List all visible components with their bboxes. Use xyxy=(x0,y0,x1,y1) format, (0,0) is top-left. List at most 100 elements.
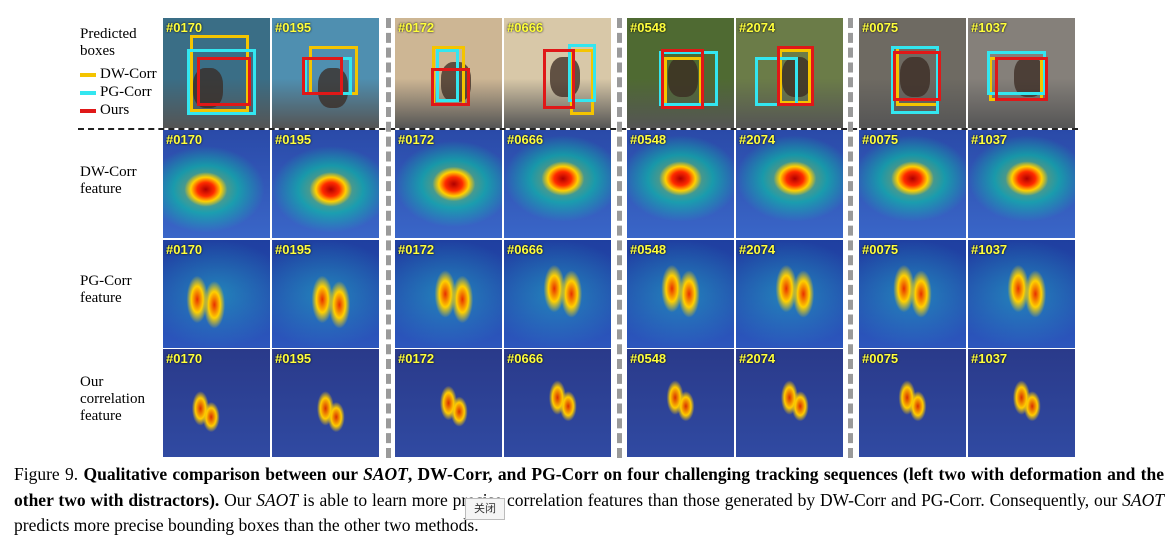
pg-corr-box xyxy=(891,45,940,114)
ours-box xyxy=(197,56,251,106)
caption-method: SAOT xyxy=(363,464,408,484)
frame-number: #0172 xyxy=(398,20,435,35)
ours-box xyxy=(431,67,470,106)
frame-number: #0666 xyxy=(507,132,544,147)
frame-number: #0170 xyxy=(166,242,203,257)
dw-corr-box xyxy=(189,34,249,112)
pg-corr-heatmap-tile: #0666 xyxy=(504,240,611,348)
ours-box xyxy=(301,56,343,95)
frame-number: #0666 xyxy=(507,20,544,35)
caption-text: Our xyxy=(219,489,257,510)
row-label-ours: Our correlation feature xyxy=(80,374,145,425)
group-divider xyxy=(386,18,391,458)
predicted-boxes-tile: #0195 xyxy=(272,18,379,128)
pg-corr-box xyxy=(659,51,718,106)
pg-corr-heatmap-tile: #0195 xyxy=(272,240,379,348)
dw-corr-heatmap-tile: #0195 xyxy=(272,130,379,238)
pg-corr-heatmap-tile: #0548 xyxy=(627,240,734,348)
ours-box xyxy=(994,56,1049,101)
pg-corr-heatmap-tile: #1037 xyxy=(968,240,1075,348)
frame-number: #0195 xyxy=(275,132,312,147)
target-object xyxy=(1014,56,1044,97)
legend-label: PG-Corr xyxy=(100,84,152,100)
predicted-boxes-tile: #0075 xyxy=(859,18,966,128)
predicted-boxes-tile: #0548 xyxy=(627,18,734,128)
caption-bold: , DW-Corr, and PG-Corr on four challengi… xyxy=(14,464,1164,510)
predicted-boxes-tile: #1037 xyxy=(968,18,1075,128)
predicted-boxes-tile: #0172 xyxy=(395,18,502,128)
frame-number: #1037 xyxy=(971,132,1008,147)
dw-corr-box xyxy=(778,48,811,104)
ours-box xyxy=(893,51,942,101)
row-label-line: correlation xyxy=(80,391,145,407)
close-tooltip[interactable]: 关闭 xyxy=(465,498,505,520)
ours-heatmap-tile: #0172 xyxy=(395,349,502,457)
pg-corr-heatmap-tile: #0172 xyxy=(395,240,502,348)
frame-number: #2074 xyxy=(739,20,776,35)
frame-number: #0075 xyxy=(862,20,899,35)
legend-item: DW-Corr xyxy=(80,66,157,83)
predicted-boxes-tile: #2074 xyxy=(736,18,843,128)
ours-heatmap-tile: #0548 xyxy=(627,349,734,457)
caption-method: SAOT xyxy=(1122,489,1164,510)
dw-corr-heatmap-tile: #2074 xyxy=(736,130,843,238)
pg-corr-heatmap-tile: #2074 xyxy=(736,240,843,348)
ours-heatmap-tile: #1037 xyxy=(968,349,1075,457)
target-object xyxy=(899,56,930,97)
frame-number: #0195 xyxy=(275,20,312,35)
row-label-line: feature xyxy=(80,408,122,424)
row-label-line: PG-Corr xyxy=(80,273,132,289)
frame-number: #0666 xyxy=(507,351,544,366)
dw-corr-heatmap-tile: #0548 xyxy=(627,130,734,238)
frame-number: #0548 xyxy=(630,242,667,257)
frame-number: #0170 xyxy=(166,132,203,147)
legend-label: Ours xyxy=(100,102,130,118)
dw-corr-heatmap-tile: #0170 xyxy=(163,130,270,238)
predicted-boxes-tile: #0170 xyxy=(163,18,270,128)
pg-corr-box xyxy=(435,48,460,102)
legend-item: PG-Corr xyxy=(80,84,152,101)
frame-number: #0548 xyxy=(630,132,667,147)
dw-corr-heatmap-tile: #0172 xyxy=(395,130,502,238)
legend-label: DW-Corr xyxy=(100,66,157,82)
frame-number: #2074 xyxy=(739,351,776,366)
frame-number: #0075 xyxy=(862,242,899,257)
dw-corr-heatmap-tile: #0075 xyxy=(859,130,966,238)
row-label-line: Our xyxy=(80,374,104,390)
predicted-boxes-tile: #0666 xyxy=(504,18,611,128)
row-label-line: feature xyxy=(80,290,122,306)
ours-box xyxy=(776,45,815,106)
frame-number: #1037 xyxy=(971,351,1008,366)
legend-swatch xyxy=(80,90,96,95)
frame-number: #2074 xyxy=(739,132,776,147)
pg-corr-box xyxy=(987,51,1047,95)
ours-heatmap-tile: #0075 xyxy=(859,349,966,457)
row-label-line: Predicted xyxy=(80,26,137,42)
dw-corr-heatmap-tile: #0666 xyxy=(504,130,611,238)
row-label-dw: DW-Corr feature xyxy=(80,164,137,198)
frame-number: #0170 xyxy=(166,351,203,366)
ours-box xyxy=(661,48,705,110)
target-object xyxy=(318,67,348,108)
frame-number: #1037 xyxy=(971,242,1008,257)
figure-caption: Figure 9. Qualitative comparison between… xyxy=(14,462,1164,539)
caption-text: is able to learn more precise correlatio… xyxy=(298,489,1123,510)
frame-number: #0195 xyxy=(275,351,312,366)
frame-number: #0170 xyxy=(166,20,203,35)
frame-number: #1037 xyxy=(971,20,1008,35)
caption-bold: Qualitative comparison between our xyxy=(83,464,364,484)
group-divider xyxy=(848,18,853,458)
row-label-line: DW-Corr xyxy=(80,164,137,180)
row-label-line: feature xyxy=(80,181,122,197)
pg-corr-box xyxy=(755,56,799,106)
ours-heatmap-tile: #0170 xyxy=(163,349,270,457)
frame-number: #0666 xyxy=(507,242,544,257)
frame-number: #0172 xyxy=(398,351,435,366)
legend-swatch xyxy=(80,72,96,77)
frame-number: #0172 xyxy=(398,132,435,147)
legend-swatch xyxy=(80,108,96,113)
frame-number: #0075 xyxy=(862,132,899,147)
ours-heatmap-tile: #0666 xyxy=(504,349,611,457)
frame-number: #0548 xyxy=(630,351,667,366)
row-divider xyxy=(78,128,1078,130)
